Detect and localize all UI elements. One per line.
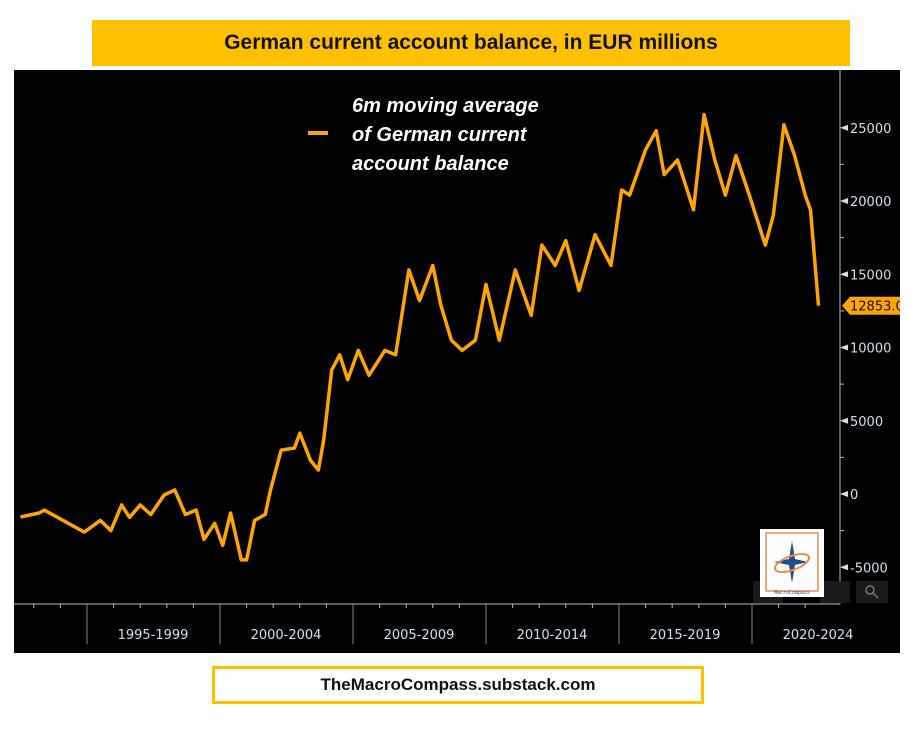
last-value-label: 12853.0 — [850, 300, 900, 315]
series-line — [20, 112, 821, 562]
compass-logo-icon: MacroCompass — [765, 532, 819, 596]
y-tick-label: 25000 — [850, 122, 891, 137]
x-tick-label: 1995-1999 — [118, 628, 189, 643]
legend-label: 6m moving average of German current acco… — [352, 92, 539, 179]
menu-button — [820, 581, 850, 603]
y-tick-mark — [840, 491, 848, 497]
line-chart: -5000 0 5000 10000 15000 20000 25000 1995-1999 2… — [14, 70, 900, 644]
last-value-badge — [842, 296, 900, 315]
y-tick-label: -5000 — [850, 561, 888, 576]
x-tick-label: 2005-2009 — [384, 628, 455, 643]
zoom-button — [856, 581, 888, 603]
x-tick-label: 2000-2004 — [251, 628, 322, 643]
macrocompass-logo: MacroCompass — [760, 529, 824, 597]
y-tick-label: 0 — [850, 488, 858, 503]
x-tick-label: 2015-2019 — [650, 628, 721, 643]
x-tick-label: 2020-2024 — [783, 628, 854, 643]
search-icon — [865, 585, 875, 595]
y-tick-label: 15000 — [850, 268, 891, 283]
legend-line-3: account balance — [352, 153, 509, 175]
y-tick-mark — [840, 271, 848, 278]
y-tick-mark — [840, 564, 848, 571]
chart-title: German current account balance, in EUR m… — [92, 20, 850, 66]
y-tick-label: 20000 — [850, 195, 891, 210]
x-tick-label: 2010-2014 — [517, 628, 588, 643]
svg-text:MacroCompass: MacroCompass — [774, 590, 810, 596]
legend-line-1: 6m moving average — [352, 95, 539, 117]
y-tick-label: 5000 — [850, 415, 883, 430]
legend-line-2: of German current — [352, 124, 527, 146]
y-tick-mark — [840, 344, 848, 351]
y-tick-mark — [840, 124, 848, 131]
plot-area: -5000 0 5000 10000 15000 20000 25000 1995-1999 2… — [14, 70, 900, 653]
y-tick-label: 10000 — [850, 342, 891, 357]
y-tick-mark — [840, 198, 848, 204]
search-icon-handle — [872, 592, 879, 599]
y-tick-mark — [840, 417, 848, 424]
footer-link[interactable]: TheMacroCompass.substack.com — [212, 666, 704, 704]
